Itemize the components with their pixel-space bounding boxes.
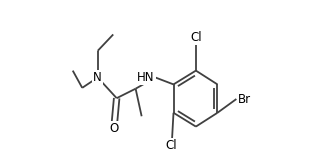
Text: O: O bbox=[109, 122, 119, 135]
Text: Cl: Cl bbox=[190, 31, 202, 44]
Text: Br: Br bbox=[238, 93, 251, 106]
Text: HN: HN bbox=[137, 71, 155, 84]
Text: Cl: Cl bbox=[165, 139, 177, 152]
Text: N: N bbox=[93, 71, 102, 84]
